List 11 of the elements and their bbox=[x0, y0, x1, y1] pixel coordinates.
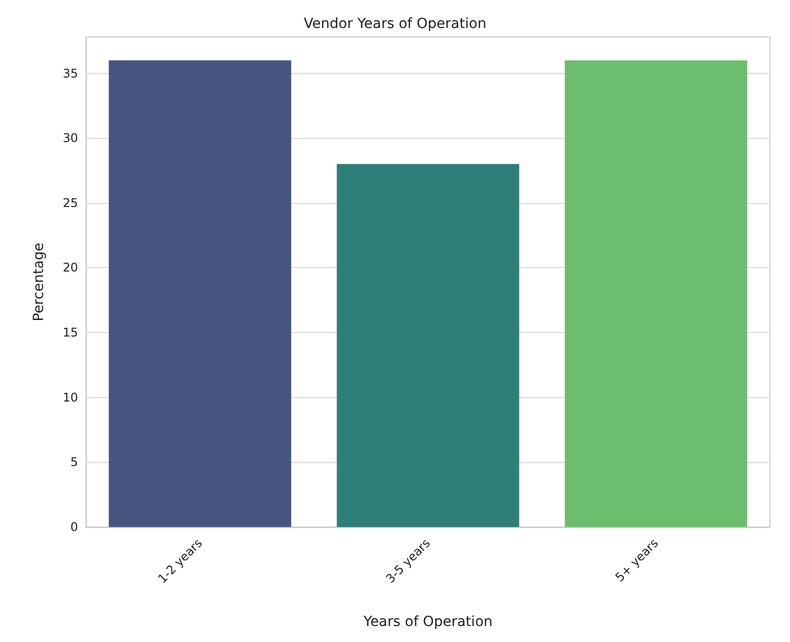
y-tick-label: 10 bbox=[62, 390, 78, 404]
y-tick-label: 30 bbox=[62, 131, 78, 146]
y-tick-label: 25 bbox=[62, 196, 78, 210]
chart-title: Vendor Years of Operation bbox=[304, 16, 486, 32]
y-axis-title: Percentage bbox=[31, 242, 47, 322]
y-tick-label: 20 bbox=[62, 260, 78, 275]
y-tick-label: 15 bbox=[62, 326, 78, 340]
x-axis-title: Years of Operation bbox=[362, 614, 493, 630]
y-tick-label: 5 bbox=[70, 455, 78, 470]
y-tick-label: 35 bbox=[62, 66, 78, 80]
y-tick-label: 0 bbox=[70, 520, 78, 534]
